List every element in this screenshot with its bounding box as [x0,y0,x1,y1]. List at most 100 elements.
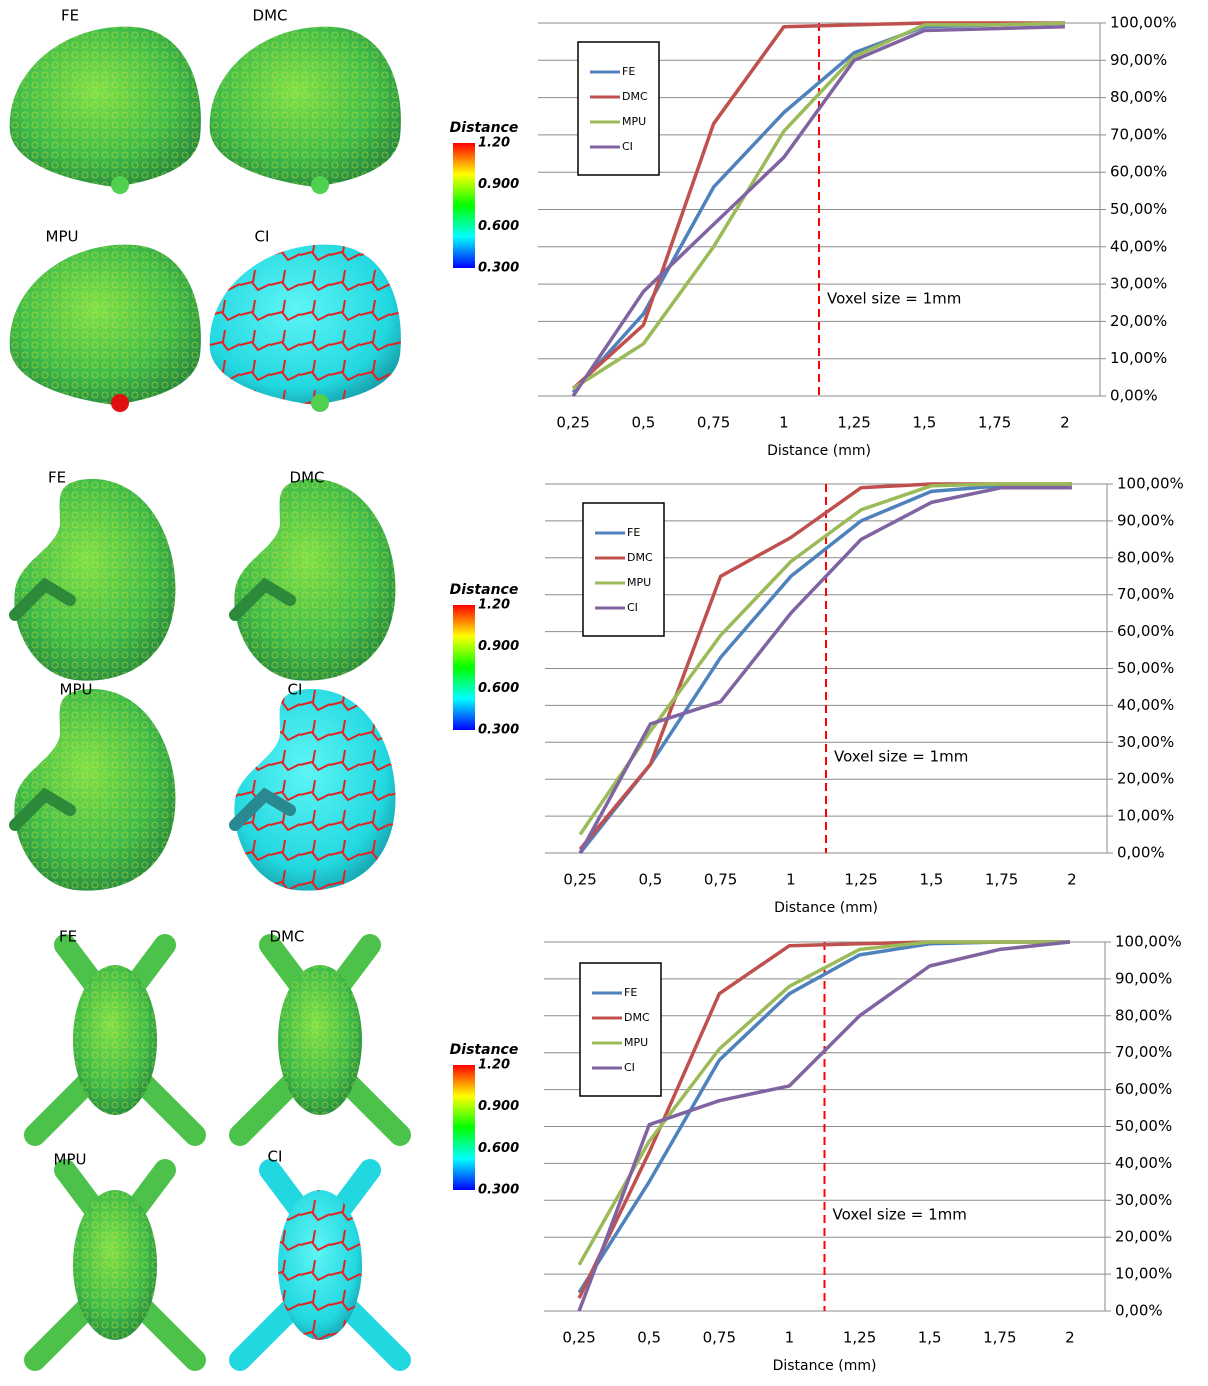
render-limb [334,1294,411,1371]
colorbar-tick-label: 0.900 [478,177,519,192]
x-tick-label: 1,75 [978,414,1011,432]
render-texture [9,244,201,405]
render-label: MPU [54,1151,87,1169]
render [229,689,396,891]
y-tick-label: 90,00% [1115,969,1172,987]
render-texture [209,26,401,187]
render-limb [259,1159,311,1221]
colorbar-tick-label: 1.20 [478,1058,510,1073]
y-tick-label: 60,00% [1117,622,1174,640]
y-tick-label: 40,00% [1117,696,1174,714]
y-tick-label: 50,00% [1110,200,1167,218]
render-limb [54,934,106,996]
render-limb [129,1294,206,1371]
render-limb [129,1069,206,1146]
x-tick-label: 0,5 [638,871,662,889]
data-line [578,485,1072,854]
y-tick-label: 100,00% [1110,14,1177,32]
x-tick-label: 1,5 [919,871,943,889]
y-tick-label: 70,00% [1115,1043,1172,1061]
legend-label: FE [624,986,637,999]
legend-box [579,962,662,1097]
y-tick-label: 30,00% [1110,275,1167,293]
y-tick-label: 10,00% [1117,807,1174,825]
render-texture [278,1190,362,1340]
render [9,689,176,891]
x-tick-label: 2 [1067,871,1077,889]
render-label: DMC [253,7,288,25]
reference-label: Voxel size = 1mm [834,748,968,766]
y-tick-label: 50,00% [1117,659,1174,677]
render-label: CI [268,1148,283,1166]
legend-label: MPU [627,576,651,589]
reference-label: Voxel size = 1mm [833,1206,967,1224]
render-limb [334,1069,411,1146]
y-tick-label: 10,00% [1115,1265,1172,1283]
x-tick-label: 2 [1065,1329,1075,1347]
render-limb [24,1069,101,1146]
colorbar [453,143,475,268]
legend-box [577,41,660,176]
legend-label: FE [627,526,640,539]
x-tick-label: 1,75 [983,1329,1016,1347]
render [229,934,411,1146]
data-line [578,482,1072,855]
render-detail [9,787,76,831]
y-tick-label: 70,00% [1117,585,1174,603]
x-tick-label: 1,75 [985,871,1018,889]
colorbar-title: Distance [450,1042,519,1058]
render [209,26,401,194]
render-limb [259,934,311,996]
y-tick-label: 100,00% [1117,475,1184,493]
x-tick-label: 1,25 [837,414,870,432]
render-limb [124,1159,176,1221]
render-texture [209,244,401,405]
data-line [572,21,1065,390]
colorbar-title: Distance [450,120,519,136]
y-tick-label: 80,00% [1115,1006,1172,1024]
render-detail [311,176,329,194]
render [9,479,176,681]
y-tick-label: 30,00% [1117,733,1174,751]
colorbar-tick-label: 1.20 [478,136,510,151]
render-texture [234,479,396,681]
y-tick-label: 80,00% [1117,548,1174,566]
colorbar-tick-label: 0.600 [478,681,519,696]
render [9,26,201,194]
colorbar-tick-label: 0.600 [478,219,519,234]
render-texture [234,689,396,891]
y-tick-label: 10,00% [1110,349,1167,367]
x-tick-label: 1,5 [912,414,936,432]
render [24,934,206,1146]
legend-label: MPU [624,1036,648,1049]
colorbar-title: Distance [450,582,519,598]
y-tick-label: 20,00% [1117,770,1174,788]
x-tick-label: 0,75 [704,871,737,889]
render-limb [229,1294,306,1371]
render-texture [14,479,176,681]
legend-label: CI [624,1061,635,1074]
render-texture [73,965,157,1115]
x-tick-label: 1 [785,1329,795,1347]
legend-label: CI [622,140,633,153]
colorbar-tick-label: 0.300 [478,723,519,738]
data-line [578,482,1072,836]
render [209,244,401,412]
render-texture [73,1190,157,1340]
legend-label: CI [627,601,638,614]
render [229,1159,411,1371]
y-tick-label: 60,00% [1115,1080,1172,1098]
render-label: MPU [46,228,79,246]
x-tick-label: 0,25 [563,871,596,889]
x-tick-label: 0,75 [703,1329,736,1347]
colorbar [453,1065,475,1190]
render-detail [311,394,329,412]
render-texture [278,965,362,1115]
data-line [571,21,1065,390]
y-tick-label: 50,00% [1115,1117,1172,1135]
x-tick-label: 1,25 [844,871,877,889]
render-label: FE [59,928,77,946]
data-line [577,940,1071,1312]
x-tick-label: 1 [786,871,796,889]
